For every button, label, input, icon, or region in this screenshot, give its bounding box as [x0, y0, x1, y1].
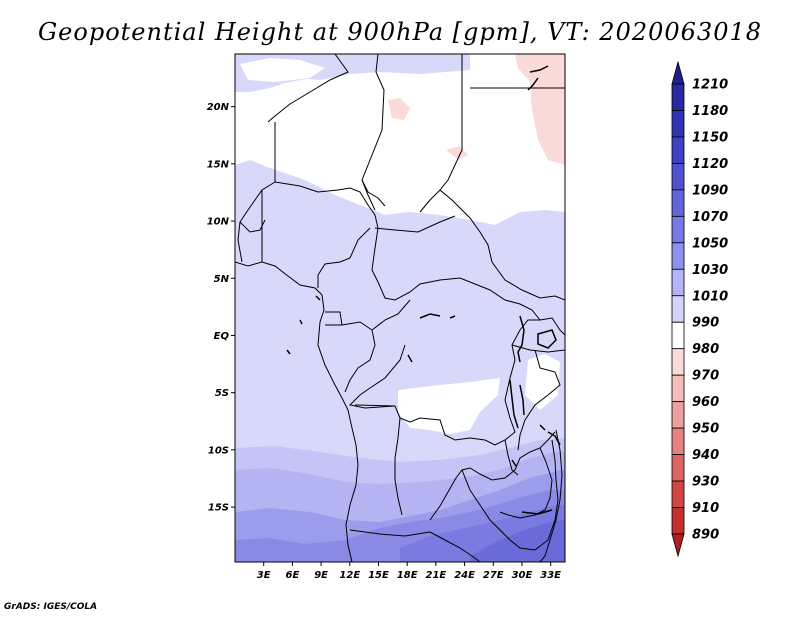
- colorbar-label: 940: [692, 448, 719, 463]
- colorbar-segment: [671, 427, 685, 455]
- colorbar-label: 1150: [692, 130, 728, 145]
- height-field: [235, 54, 565, 562]
- colorbar-segment: [671, 83, 685, 111]
- colorbar-segment: [671, 374, 685, 403]
- colorbar-segment: [671, 242, 685, 270]
- colorbar-label: 1050: [692, 236, 728, 251]
- colorbar-label: 1010: [692, 289, 728, 304]
- lon-tick-label: 24E: [454, 570, 475, 581]
- lat-tick-label: 5S: [215, 388, 229, 399]
- lat-tick-label: 10S: [208, 445, 229, 456]
- colorbar-label: 960: [692, 395, 719, 410]
- colorbar-label: 1120: [692, 157, 728, 172]
- longitude-axis: 3E 6E 9E 12E 15E 18E 21E 24E 27E 30E 33E: [257, 562, 561, 581]
- colorbar-label: 1210: [692, 78, 728, 93]
- colorbar-bottom-arrow: [671, 533, 685, 558]
- lon-tick-label: 15E: [368, 570, 389, 581]
- colorbar-segment: [671, 215, 685, 244]
- lon-tick-label: 18E: [397, 570, 418, 581]
- colorbar-label: 980: [692, 342, 719, 357]
- grads-credit: GrADS: IGES/COLA: [4, 602, 98, 612]
- colorbar-label: 890: [692, 528, 719, 543]
- colorbar-segment: [671, 189, 685, 217]
- colorbar-segment: [671, 136, 685, 164]
- lon-tick-label: 33E: [540, 570, 561, 581]
- colorbar-segment: [671, 401, 685, 429]
- lon-tick-label: 30E: [512, 570, 533, 581]
- lat-tick-label: 20N: [207, 102, 230, 113]
- colorbar-top-arrow: [671, 60, 685, 85]
- lon-tick-label: 12E: [339, 570, 360, 581]
- colorbar-label: 970: [692, 369, 719, 384]
- colorbar-label: 930: [692, 475, 719, 490]
- lat-tick-label: 15N: [207, 159, 230, 170]
- colorbar-label: 990: [692, 316, 719, 331]
- colorbar-segment: [671, 163, 685, 191]
- lake-outlines: [286, 65, 561, 515]
- colorbar-label: 1070: [692, 210, 728, 225]
- colorbar-segment: [671, 268, 685, 297]
- colorbar-segment: [671, 295, 685, 323]
- lon-tick-label: 27E: [483, 570, 504, 581]
- lat-tick-label: 10N: [207, 217, 230, 228]
- colorbar-segment: [671, 507, 685, 535]
- colorbar-segment: [671, 348, 685, 376]
- lon-tick-label: 6E: [285, 570, 299, 581]
- chart-title: Geopotential Height at 900hPa [gpm], VT:…: [38, 18, 762, 46]
- lon-tick-label: 21E: [425, 570, 446, 581]
- country-borders: [235, 54, 565, 562]
- colorbar-label: 1090: [692, 183, 728, 198]
- colorbar-label: 1030: [692, 263, 728, 278]
- lat-tick-label: 5N: [214, 274, 230, 285]
- lon-tick-label: 3E: [257, 570, 271, 581]
- map-frame: [234, 53, 566, 563]
- colorbar-label: 1180: [692, 104, 728, 119]
- colorbar-segment: [671, 321, 685, 350]
- colorbar-label: 910: [692, 501, 719, 516]
- latitude-axis: 20N 15N 10N 5N EQ 5S 10S 15S: [207, 102, 235, 514]
- colorbar-segment: [671, 454, 685, 482]
- colorbar-label: 950: [692, 422, 719, 437]
- colorbar: 1210 1180 1150 1120 1090 1070 1050 1030 1010 990 9…: [671, 60, 728, 558]
- colorbar-segment: [671, 110, 685, 138]
- lon-tick-label: 9E: [314, 570, 328, 581]
- lat-tick-label: 15S: [208, 503, 229, 514]
- lat-tick-label: EQ: [214, 331, 230, 342]
- colorbar-segment: [671, 480, 685, 508]
